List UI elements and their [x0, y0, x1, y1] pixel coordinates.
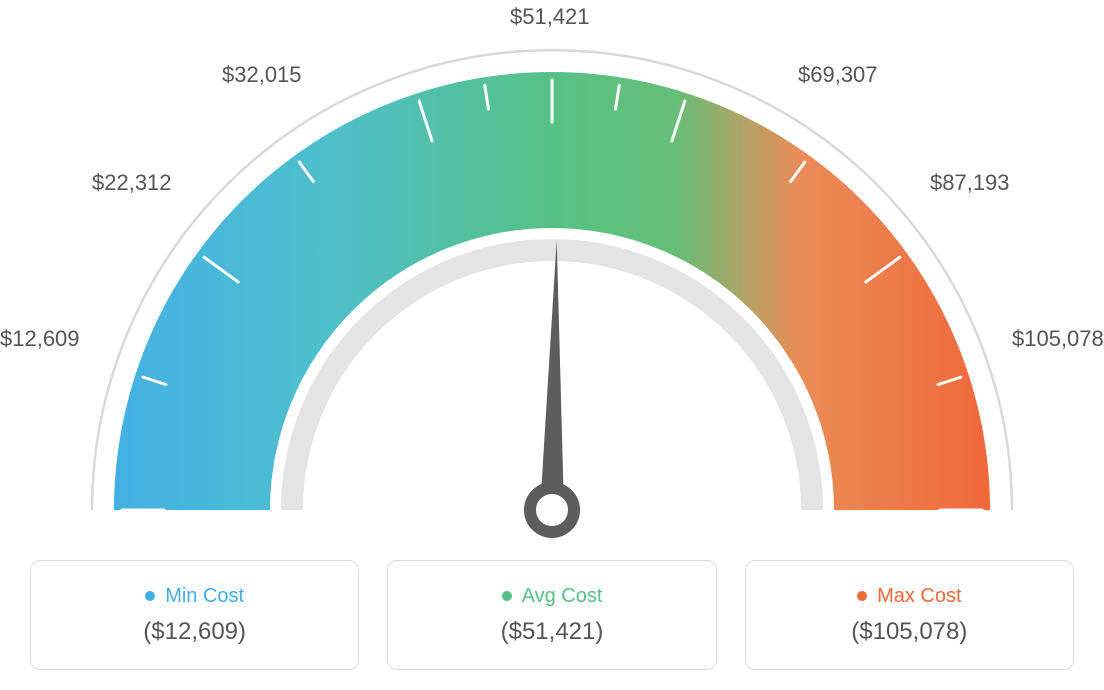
gauge-tick-label: $69,307 [798, 62, 878, 88]
stat-label-max: Max Cost [877, 585, 961, 608]
stat-label-avg: Avg Cost [522, 585, 603, 608]
gauge-tick-label: $87,193 [930, 170, 1010, 196]
stat-title-max: Max Cost [857, 585, 961, 608]
stat-value-max: ($105,078) [851, 618, 967, 646]
stat-box-avg: Avg Cost ($51,421) [387, 560, 716, 670]
stat-title-min: Min Cost [145, 585, 244, 608]
stat-value-min: ($12,609) [143, 618, 246, 646]
gauge-tick-label: $105,078 [1012, 326, 1104, 352]
gauge-tick-label: $32,015 [222, 62, 302, 88]
stat-title-avg: Avg Cost [502, 585, 603, 608]
stat-box-max: Max Cost ($105,078) [745, 560, 1074, 670]
stat-box-min: Min Cost ($12,609) [30, 560, 359, 670]
dot-min [145, 591, 155, 601]
gauge-tick-label: $22,312 [92, 170, 172, 196]
stats-row: Min Cost ($12,609) Avg Cost ($51,421) Ma… [30, 560, 1074, 670]
gauge-tick-label: $51,421 [510, 4, 590, 30]
gauge-chart: $12,609 $22,312 $32,015 $51,421 $69,307 $87,1… [0, 0, 1104, 555]
dot-avg [502, 591, 512, 601]
gauge-svg [0, 0, 1104, 555]
dot-max [857, 591, 867, 601]
stat-value-avg: ($51,421) [501, 618, 604, 646]
stat-label-min: Min Cost [165, 585, 244, 608]
gauge-tick-label: $12,609 [0, 326, 80, 352]
